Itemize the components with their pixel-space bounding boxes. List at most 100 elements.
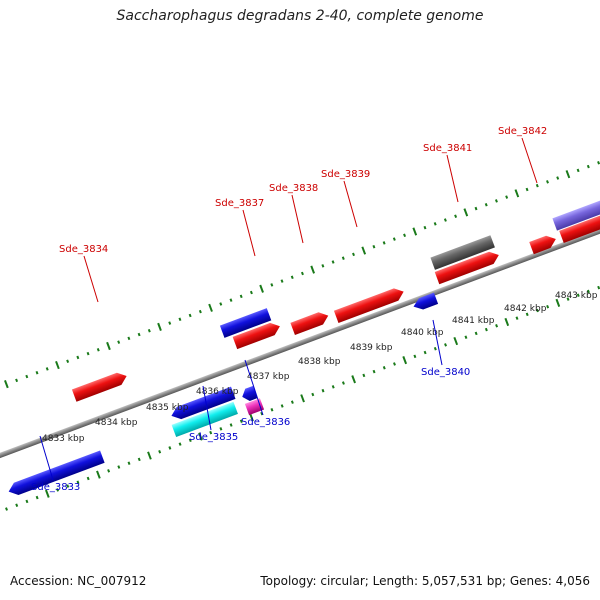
- minor-tick: [280, 279, 284, 283]
- kbp-label: 4837 kbp: [247, 372, 290, 382]
- gene-arrow-sde-3837-b[interactable]: [219, 308, 272, 338]
- gene-arrow-sde-3835-a[interactable]: [169, 386, 236, 422]
- minor-tick: [331, 260, 335, 264]
- gene-label-sde-3833[interactable]: Sde_3833: [31, 482, 80, 493]
- minor-tick: [280, 404, 284, 408]
- minor-tick: [300, 271, 304, 276]
- gene-arrow-sde-3836[interactable]: [240, 385, 258, 403]
- gene-label-sde-3838[interactable]: Sde_3838: [269, 183, 318, 194]
- minor-tick: [5, 507, 8, 511]
- minor-tick: [66, 359, 70, 364]
- minor-tick: [474, 206, 478, 211]
- minor-tick: [372, 244, 376, 249]
- minor-tick: [107, 469, 111, 473]
- minor-tick: [321, 388, 325, 393]
- minor-tick: [341, 381, 345, 385]
- gene-arrow-sde-3839[interactable]: [333, 286, 406, 323]
- gene-labels: Sde_3833 Sde_3834 Sde_3835 Sde_3836 Sde_…: [31, 126, 547, 493]
- minor-tick: [535, 308, 539, 313]
- minor-tick: [525, 312, 529, 317]
- kbp-label: 4836 kbp: [196, 387, 239, 397]
- major-tick: [463, 208, 469, 217]
- minor-tick: [137, 457, 141, 462]
- minor-tick: [341, 256, 345, 260]
- minor-tick: [586, 164, 590, 169]
- gene-arrow-sde-3840[interactable]: [411, 292, 439, 313]
- minor-tick: [137, 332, 141, 337]
- minor-tick: [290, 275, 294, 280]
- gene-arrow-sde-3843-b[interactable]: [552, 197, 600, 231]
- minor-tick: [168, 446, 172, 450]
- major-tick: [147, 451, 152, 460]
- gene-label-sde-3834[interactable]: Sde_3834: [59, 244, 108, 255]
- genome-summary-text: Topology: circular; Length: 5,057,531 bp…: [260, 574, 590, 588]
- gene-label-sde-3841[interactable]: Sde_3841: [423, 143, 472, 154]
- minor-tick: [382, 241, 386, 245]
- gene-label-sde-3840[interactable]: Sde_3840: [421, 367, 470, 378]
- gene-leader-line: [521, 137, 538, 184]
- gene-label-sde-3835[interactable]: Sde_3835: [189, 432, 238, 443]
- gene-arrow-sde-3841-b[interactable]: [430, 235, 495, 270]
- gene-arrow-sde-3835-b[interactable]: [171, 401, 238, 438]
- minor-tick: [393, 362, 396, 366]
- major-tick: [402, 356, 408, 365]
- gene-leader-line: [343, 180, 358, 228]
- major-tick: [361, 246, 367, 255]
- gene-leader-line: [432, 319, 443, 366]
- kbp-label: 4842 kbp: [504, 304, 547, 314]
- gene-leader-line: [39, 435, 54, 481]
- major-tick: [453, 336, 459, 346]
- major-tick: [106, 341, 111, 351]
- kbp-label: 4841 kbp: [452, 316, 495, 326]
- minor-tick: [127, 336, 131, 341]
- minor-tick: [249, 290, 253, 295]
- minor-tick: [290, 400, 294, 404]
- gene-arrow-sde-3841[interactable]: [434, 249, 501, 285]
- gene-leader-line: [244, 359, 264, 416]
- minor-tick: [270, 283, 274, 287]
- gene-arrow-sde-3834[interactable]: [71, 370, 129, 402]
- gene-label-sde-3842[interactable]: Sde_3842: [498, 126, 547, 137]
- gene-leader-line: [291, 194, 304, 244]
- minor-tick: [239, 419, 243, 423]
- gene-arrow-sde-3837[interactable]: [232, 320, 283, 350]
- minor-tick: [433, 346, 437, 351]
- gene-label-sde-3836[interactable]: Sde_3836: [241, 417, 290, 428]
- gene-label-sde-3837[interactable]: Sde_3837: [215, 198, 264, 209]
- gene-leader-line: [446, 154, 459, 203]
- major-tick: [249, 413, 254, 422]
- minor-tick: [168, 321, 172, 325]
- minor-tick: [546, 180, 549, 184]
- major-tick: [4, 380, 9, 389]
- gene-arrow-sde-3842[interactable]: [529, 233, 558, 255]
- minor-tick: [331, 385, 335, 389]
- minor-tick: [188, 313, 192, 318]
- minor-tick: [597, 285, 600, 290]
- minor-tick: [25, 499, 29, 504]
- minor-tick: [556, 176, 560, 180]
- gene-leader-line: [242, 209, 256, 257]
- minor-tick: [566, 297, 570, 301]
- gene-arrow-sde-3843[interactable]: [559, 210, 600, 244]
- kbp-label: 4838 kbp: [298, 357, 341, 367]
- minor-tick: [127, 461, 131, 465]
- minor-tick: [423, 225, 427, 230]
- minor-tick: [158, 450, 162, 454]
- kbp-labels: 4833 kbp 4834 kbp 4835 kbp 4836 kbp 4837…: [42, 291, 598, 444]
- major-tick: [555, 298, 561, 307]
- minor-tick: [188, 438, 192, 443]
- minor-tick: [474, 331, 478, 336]
- minor-tick: [35, 495, 39, 500]
- minor-tick: [372, 369, 376, 374]
- tick-row-forward: [4, 161, 600, 389]
- accession-text: Accession: NC_007912: [10, 574, 147, 588]
- gene-label-sde-3839[interactable]: Sde_3839: [321, 169, 370, 180]
- minor-tick: [219, 302, 223, 306]
- genome-backbone: [0, 160, 600, 516]
- kbp-label: 4840 kbp: [401, 328, 444, 338]
- minor-tick: [443, 218, 447, 222]
- gene-arrow-sde-3838[interactable]: [290, 310, 330, 335]
- gene-arrow-sde-3833[interactable]: [6, 450, 105, 498]
- major-tick: [504, 317, 510, 327]
- minor-tick: [362, 373, 366, 378]
